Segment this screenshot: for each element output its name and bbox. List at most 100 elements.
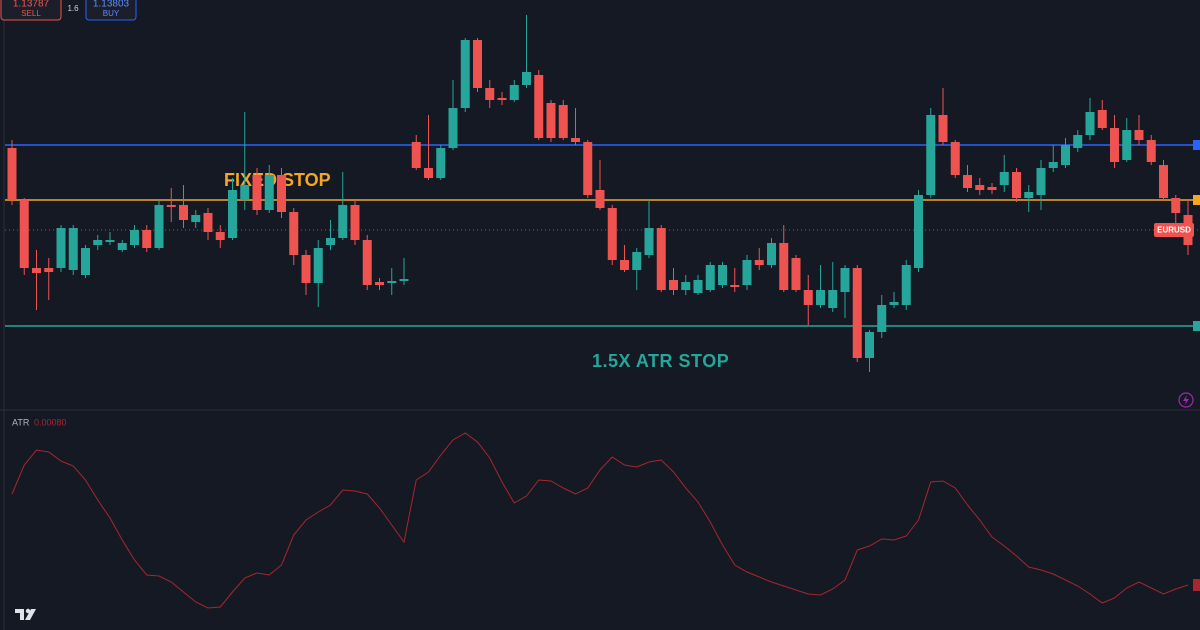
candle-body: [338, 205, 348, 238]
candle-body: [301, 255, 311, 283]
candle-body: [852, 268, 862, 358]
candle-body: [252, 175, 262, 210]
candle-body: [828, 290, 838, 308]
candle-body: [644, 228, 654, 255]
candle-body: [595, 190, 605, 208]
candle-body: [350, 205, 360, 240]
candle-body: [705, 265, 715, 290]
candle-body: [215, 232, 225, 240]
candle-body: [791, 258, 801, 290]
candle-body: [105, 240, 115, 242]
candle-body: [889, 302, 899, 305]
candle-body: [840, 268, 850, 292]
candle-body: [718, 265, 727, 285]
candle-body: [693, 280, 703, 293]
candle-body: [1024, 192, 1034, 198]
candle-body: [130, 230, 139, 245]
logo-part: [25, 609, 36, 620]
sell-button[interactable]: [0, 0, 62, 21]
candle-body: [509, 85, 519, 100]
candle-body: [522, 72, 531, 85]
candle-body: [1036, 168, 1046, 195]
sell-label: SELL: [21, 9, 41, 18]
candle-body: [56, 228, 66, 268]
candle-body: [1134, 130, 1144, 140]
candle-body: [534, 75, 544, 138]
candle-body: [460, 40, 470, 108]
logo-part: [25, 608, 31, 614]
indicator-name: ATR: [12, 417, 30, 427]
logo-part: [15, 609, 24, 620]
candle-body: [436, 148, 446, 178]
buy-button[interactable]: [85, 0, 137, 21]
candle-body: [816, 290, 825, 305]
indicator-line: [11, 432, 1189, 609]
alert-icon[interactable]: [1178, 392, 1194, 408]
candle-body: [583, 142, 593, 195]
candle-body: [1061, 145, 1070, 165]
candle-body: [228, 190, 237, 238]
candle-body: [277, 175, 286, 212]
candle-body: [1012, 172, 1021, 198]
candle-body: [999, 172, 1009, 185]
level-marker: [1193, 140, 1200, 150]
candle-body: [938, 115, 948, 142]
indicator-value: 0.00080: [34, 417, 67, 427]
candle-body: [1159, 165, 1168, 198]
candle-body: [901, 265, 911, 305]
candle-body: [742, 260, 752, 285]
candle-body: [448, 108, 458, 148]
buy-price: 1.13803: [93, 0, 130, 10]
candle-body: [730, 285, 740, 287]
candle-body: [1085, 112, 1095, 135]
candle-body: [32, 268, 41, 273]
candle-body: [767, 243, 776, 265]
candle-body: [399, 279, 409, 281]
candle-body: [607, 208, 617, 260]
candle-body: [313, 248, 323, 283]
candle-body: [571, 138, 580, 142]
candle-body: [473, 40, 482, 88]
candle-body: [963, 175, 972, 188]
candle-body: [926, 115, 936, 195]
spread: 1.6: [67, 4, 79, 13]
candle-body: [326, 238, 335, 245]
candle-body: [1171, 198, 1181, 213]
candle-body: [669, 280, 678, 290]
candle-body: [485, 88, 495, 100]
candle-body: [877, 305, 887, 332]
candle-body: [375, 282, 384, 285]
candle-body: [779, 243, 789, 290]
candle-body: [117, 243, 127, 250]
level-marker: [1193, 195, 1200, 205]
candle-body: [387, 281, 397, 283]
candle-body: [191, 215, 201, 222]
candle-body: [914, 195, 923, 268]
candle-body: [681, 282, 691, 290]
candle-body: [362, 240, 372, 285]
candle-body: [620, 260, 629, 270]
candle-body: [19, 200, 29, 268]
buy-label: BUY: [103, 9, 120, 18]
candle-body: [1073, 135, 1083, 148]
candle-body: [264, 175, 274, 210]
candle-body: [632, 252, 642, 270]
candle-body: [975, 185, 985, 190]
candle-body: [166, 205, 176, 207]
candle-body: [754, 260, 764, 265]
candle-body: [546, 103, 556, 138]
candle-body: [558, 105, 568, 138]
candle-body: [987, 187, 997, 190]
candle-body: [950, 142, 960, 175]
candle-body: [1097, 110, 1107, 128]
candle-body: [1048, 162, 1058, 168]
candle-body: [411, 142, 421, 168]
candle-body: [142, 230, 152, 248]
candle-body: [289, 212, 299, 255]
indicator-value-marker: [1193, 579, 1200, 591]
candle-body: [203, 213, 213, 232]
candle-body: [656, 228, 666, 290]
